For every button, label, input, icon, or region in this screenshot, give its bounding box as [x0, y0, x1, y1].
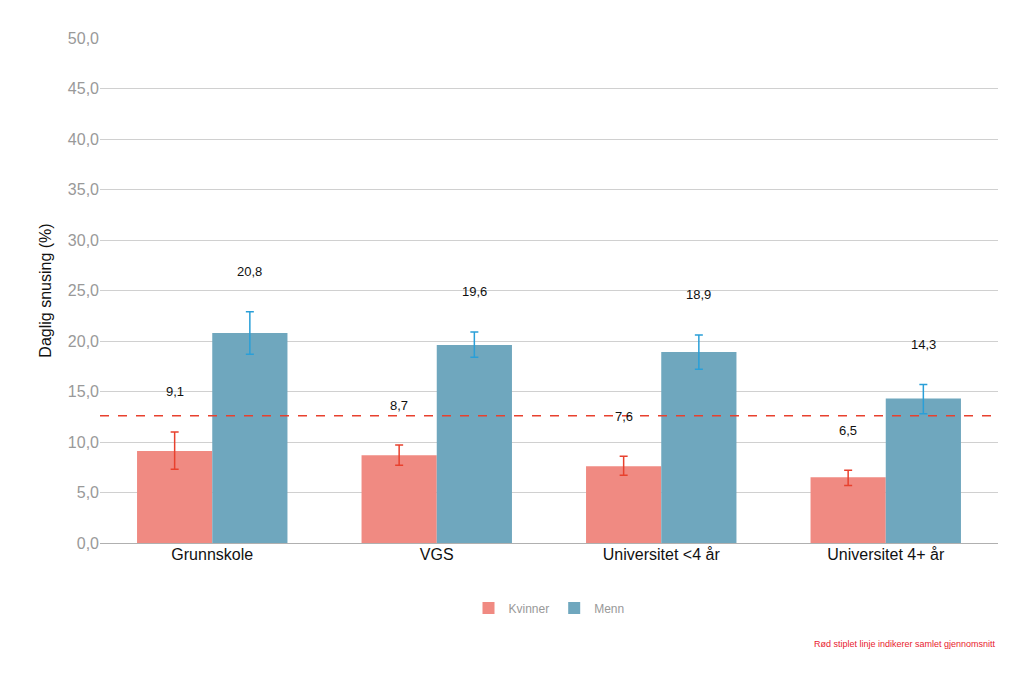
svg-text:VGS: VGS	[420, 546, 454, 563]
svg-text:20,8: 20,8	[237, 264, 262, 279]
svg-text:6,5: 6,5	[839, 423, 857, 438]
svg-text:8,7: 8,7	[390, 398, 408, 413]
svg-text:40,0: 40,0	[68, 131, 99, 148]
svg-text:19,6: 19,6	[462, 284, 487, 299]
svg-text:18,9: 18,9	[686, 287, 711, 302]
svg-text:10,0: 10,0	[68, 434, 99, 451]
svg-text:Kvinner: Kvinner	[509, 602, 550, 616]
svg-text:0,0: 0,0	[77, 535, 99, 552]
svg-text:Universitet 4+ år: Universitet 4+ år	[827, 546, 945, 563]
svg-text:45,0: 45,0	[68, 80, 99, 97]
svg-text:Universitet <4 år: Universitet <4 år	[603, 546, 721, 563]
svg-text:20,0: 20,0	[68, 333, 99, 350]
svg-text:30,0: 30,0	[68, 232, 99, 249]
svg-text:5,0: 5,0	[77, 484, 99, 501]
svg-text:50,0: 50,0	[68, 30, 99, 47]
svg-text:9,1: 9,1	[166, 384, 184, 399]
svg-text:15,0: 15,0	[68, 383, 99, 400]
svg-text:Rød stiplet linje indikerer sa: Rød stiplet linje indikerer samlet gjenn…	[814, 639, 996, 649]
svg-text:14,3: 14,3	[911, 337, 936, 352]
svg-text:Daglig snusing (%): Daglig snusing (%)	[37, 223, 54, 357]
svg-text:25,0: 25,0	[68, 282, 99, 299]
svg-text:Grunnskole: Grunnskole	[171, 546, 253, 563]
svg-text:Menn: Menn	[594, 602, 624, 616]
svg-text:35,0: 35,0	[68, 181, 99, 198]
svg-text:7,6: 7,6	[615, 409, 633, 424]
